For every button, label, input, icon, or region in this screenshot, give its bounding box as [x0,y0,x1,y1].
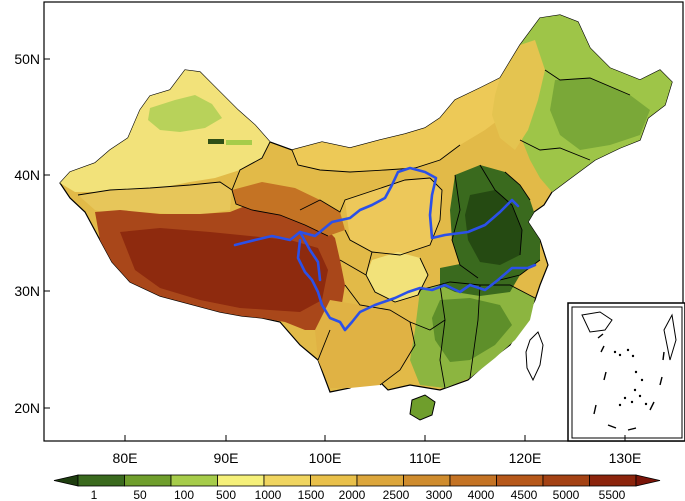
colorbar-segment [77,474,125,487]
loess-plateau [345,178,442,255]
yangtze-river [296,238,537,332]
yangtze-plain [440,262,520,296]
colorbar-arrow-low [53,474,79,487]
lon-label-100e: 100E [309,450,342,466]
dark-patch-xinjiang [208,139,224,144]
northeast-plain [550,78,650,150]
colorbar-segment [542,474,590,487]
inner-mongolia [292,78,515,172]
colorbar-segment [496,474,544,487]
colorbar-label: 5000 [553,488,580,501]
south-china-sea-inset [567,302,685,442]
taiwan-island [525,331,544,382]
colorbar-label: 1 [91,488,98,501]
green-strip-xinjiang [226,140,252,145]
colorbar-label: 1500 [298,488,325,501]
colorbar-label: 1000 [255,488,282,501]
colorbar-label: 100 [174,488,194,501]
latitude-labels: 50N 40N 30N 20N [14,51,40,416]
colorbar-label: 4000 [468,488,495,501]
lat-label-40n: 40N [14,167,40,183]
colorbar-segment [124,474,172,487]
upper-yellow-bend [298,230,322,282]
tarim-basin [78,182,232,215]
colorbar-label: 2500 [383,488,410,501]
colorbar-label: 4500 [511,488,538,501]
lat-label-30n: 30N [14,283,40,299]
longitude-labels: 80E 90E 100E 110E 120E 130E [113,450,642,466]
lon-label-80e: 80E [113,450,138,466]
colorbar-label: 50 [133,488,147,501]
colorbar-segment [170,474,218,487]
colorbar-segment [310,474,358,487]
southeast-dark [432,298,512,362]
rivers [233,166,537,332]
axis-ticks [44,58,626,441]
lat-label-50n: 50N [14,51,40,67]
colorbar-segment [217,474,265,487]
lon-label-120e: 120E [509,450,542,466]
colorbar-arrow-high [635,474,661,487]
light-yellow-north [60,70,270,192]
lon-label-130e: 130E [609,450,642,466]
lon-label-90e: 90E [214,450,239,466]
colorbar-segment [356,474,404,487]
hainan-island [409,394,436,421]
colorbar-label: 5500 [599,488,626,501]
colorbar-label: 3000 [426,488,453,501]
plain-core [465,190,522,265]
qaidam-basin [232,182,345,236]
lat-label-20n: 20N [14,400,40,416]
colorbar-segment [403,474,451,487]
colorbar-segment [263,474,311,487]
colorbar-label: 2000 [339,488,366,501]
plateau-core [120,228,328,312]
colorbar-segment [449,474,497,487]
colorbar: 1 50 100 500 1000 1500 2000 2500 3000 4000 4500 500… [53,474,661,501]
map-content [59,14,673,421]
colorbar-segment [589,474,637,487]
lon-label-110e: 110E [409,450,441,466]
colorbar-label: 500 [216,488,236,501]
green-patch-xinjiang [148,95,222,132]
province-borders [77,69,631,389]
greater-khingan [492,40,545,150]
